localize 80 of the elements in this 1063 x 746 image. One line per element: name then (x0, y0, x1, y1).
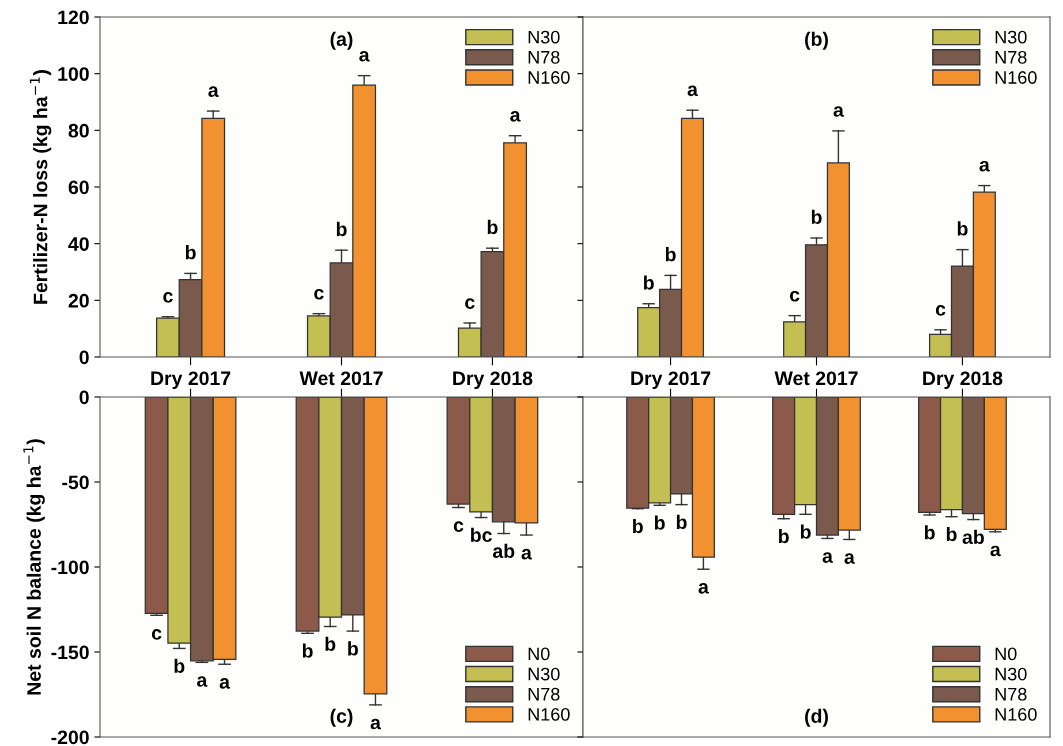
legend-label: N30 (995, 30, 1027, 44)
legend-label: N30 (528, 667, 560, 681)
data-label: b (924, 525, 935, 540)
data-label: b (185, 245, 196, 260)
data-label: b (811, 209, 822, 224)
data-label: b (302, 643, 313, 658)
y-tick-label: -100 (51, 560, 89, 575)
legend-label: N78 (528, 50, 560, 64)
y-axis-title: Fertilizer-N loss (kg ha$^{−1}$) (29, 70, 52, 304)
data-label: b (348, 641, 358, 656)
data-label: a (687, 85, 698, 97)
data-label: a (521, 548, 532, 560)
text: (c) (330, 708, 353, 727)
data-label: c (151, 629, 162, 640)
x-tick-label: Wet 2017 (774, 371, 858, 386)
y-tick-label: -150 (51, 645, 89, 660)
data-label: ab (962, 529, 984, 545)
data-label: b (665, 247, 676, 262)
data-label: c (935, 305, 946, 316)
data-label: c (465, 298, 475, 309)
data-label: b (654, 515, 665, 530)
legend-label: N160 (995, 708, 1037, 721)
data-label: c (453, 521, 464, 532)
data-label: b (336, 221, 347, 237)
legend-label: N160 (995, 71, 1037, 84)
data-label: a (833, 106, 844, 117)
data-label: a (197, 676, 208, 687)
legend-label: N0 (995, 647, 1017, 661)
x-tick-label: Dry 2018 (453, 371, 533, 390)
y-tick-label: -50 (62, 475, 89, 490)
y-tick-label: 100 (58, 67, 89, 81)
text: (a) (330, 31, 353, 50)
y-tick-label: 120 (58, 10, 89, 25)
data-label: a (822, 552, 833, 563)
data-label: b (779, 528, 789, 544)
data-label: a (219, 678, 231, 689)
data-label: a (990, 545, 1001, 557)
y-tick-label: 80 (68, 123, 89, 138)
data-label: a (208, 86, 219, 98)
x-tick-label: Wet 2017 (299, 371, 383, 386)
legend-label: N0 (528, 647, 550, 661)
y-tick-label: -200 (51, 730, 89, 745)
data-label: a (698, 583, 709, 594)
legend-label: N30 (528, 30, 560, 44)
data-label: b (800, 524, 811, 539)
data-label: c (314, 288, 324, 300)
legend-label: N160 (528, 708, 570, 721)
y-tick-label: 60 (68, 180, 89, 195)
y-tick-label: 20 (68, 293, 89, 308)
x-tick-label: Dry 2017 (631, 371, 711, 390)
legend-label: N160 (528, 71, 570, 84)
data-label: a (844, 553, 855, 564)
data-label: a (510, 111, 521, 122)
data-label: b (487, 219, 498, 235)
data-label: b (644, 275, 654, 290)
data-label: b (957, 221, 968, 236)
x-tick-label: Dry 2018 (923, 371, 1003, 390)
legend-label: N78 (528, 687, 560, 701)
data-label: bc (471, 527, 492, 543)
text: (b) (805, 31, 828, 50)
data-label: b (174, 658, 185, 673)
data-label: a (979, 160, 990, 172)
data-label: c (163, 292, 173, 303)
data-label: b (676, 514, 687, 530)
data-label: a (359, 50, 370, 62)
data-label: a (370, 718, 381, 730)
legend-label: N78 (995, 50, 1027, 64)
data-label: b (325, 636, 336, 651)
data-label: c (789, 290, 800, 302)
x-tick-label: Dry 2017 (151, 371, 231, 390)
data-label: ab (492, 543, 515, 558)
text: (d) (805, 708, 828, 727)
y-axis-title: Net soil N balance (kg ha$^{−1}$) (23, 439, 45, 695)
legend-label: N30 (995, 667, 1027, 681)
data-label: b (633, 518, 643, 534)
y-tick-label: 0 (79, 390, 89, 405)
data-label: b (946, 526, 957, 542)
y-tick-label: 40 (68, 237, 89, 251)
y-tick-label: 0 (79, 350, 89, 365)
legend-label: N78 (995, 687, 1027, 701)
